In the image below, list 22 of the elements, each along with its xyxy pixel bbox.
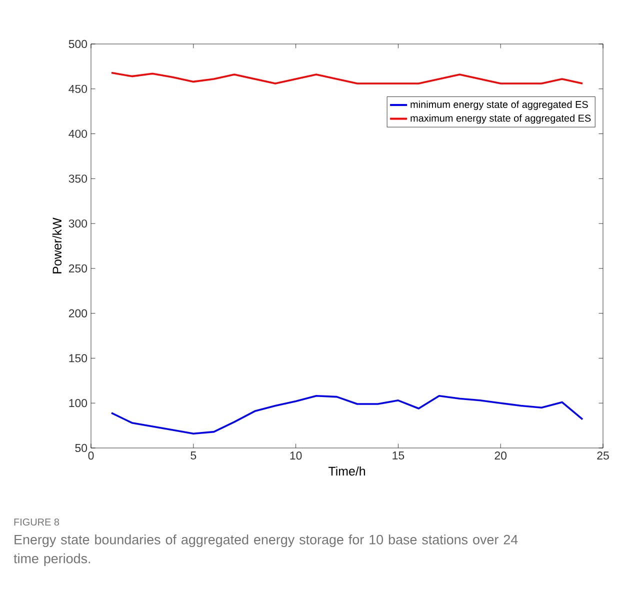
x-tick-label: 25 [597, 452, 609, 460]
x-tick-label: 15 [392, 452, 404, 460]
y-tick-label: 50 [75, 444, 88, 452]
y-tick-label: 100 [69, 399, 88, 408]
y-tick-label: 400 [68, 130, 88, 138]
y-tick-label: 150 [69, 354, 88, 362]
legend-label: minimum energy state of aggregated ES [410, 100, 588, 110]
caption: FIGURE 8 [14, 518, 60, 526]
legend-label: maximum energy state of aggregated ES [410, 114, 591, 124]
x-tick-label: 0 [88, 452, 94, 460]
y-tick-label: 450 [68, 84, 88, 93]
y-tick-label: 250 [68, 264, 88, 272]
y-tick-label: 300 [68, 219, 88, 228]
y-axis-title: Power/kW [52, 218, 62, 274]
y-tick-label: 200 [68, 309, 88, 318]
y-tick-label: 350 [68, 174, 88, 183]
text: Energy state boundaries of aggregated energy storage for 10 base stations over 24 time periods. [14, 534, 518, 566]
x-axis-title: Time/h [328, 466, 365, 476]
x-tick-label: 20 [494, 452, 507, 460]
y-tick-label: 500 [68, 40, 88, 48]
x-tick-label: 5 [190, 452, 196, 460]
x-tick-label: 10 [290, 452, 302, 460]
